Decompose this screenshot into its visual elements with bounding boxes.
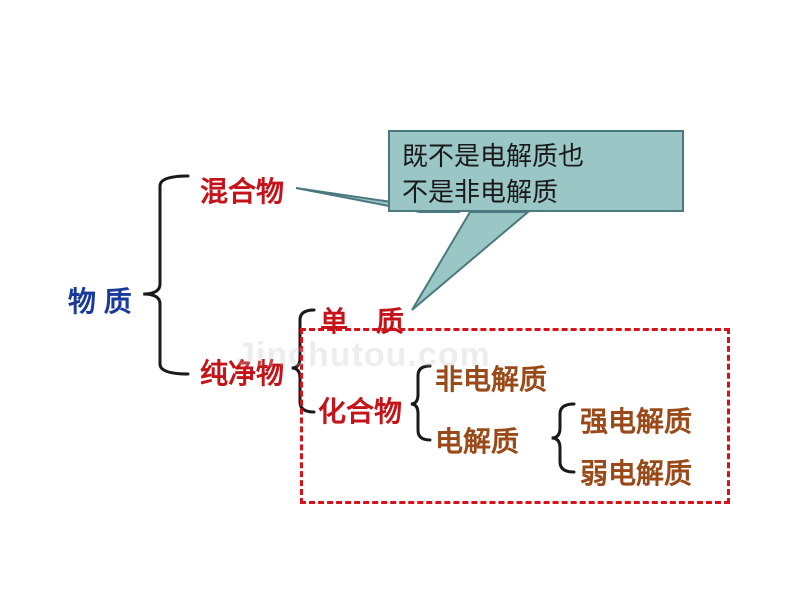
node-root: 物 质 [68, 280, 132, 320]
node-strong: 强电解质 [580, 400, 692, 440]
watermark-text: Jinchutou.com [236, 336, 491, 375]
callout-tail-element [412, 212, 528, 310]
node-compound: 化合物 [318, 390, 402, 430]
callout-box: 既不是电解质也 不是非电解质 [388, 130, 684, 212]
brace-0 [143, 176, 188, 374]
node-weak: 弱电解质 [580, 452, 692, 492]
node-element: 单 质 [320, 300, 404, 340]
node-mixture: 混合物 [200, 170, 284, 210]
callout-line2: 不是非电解质 [402, 174, 670, 210]
node-electro: 电解质 [435, 420, 519, 460]
callout-line1: 既不是电解质也 [402, 138, 670, 174]
